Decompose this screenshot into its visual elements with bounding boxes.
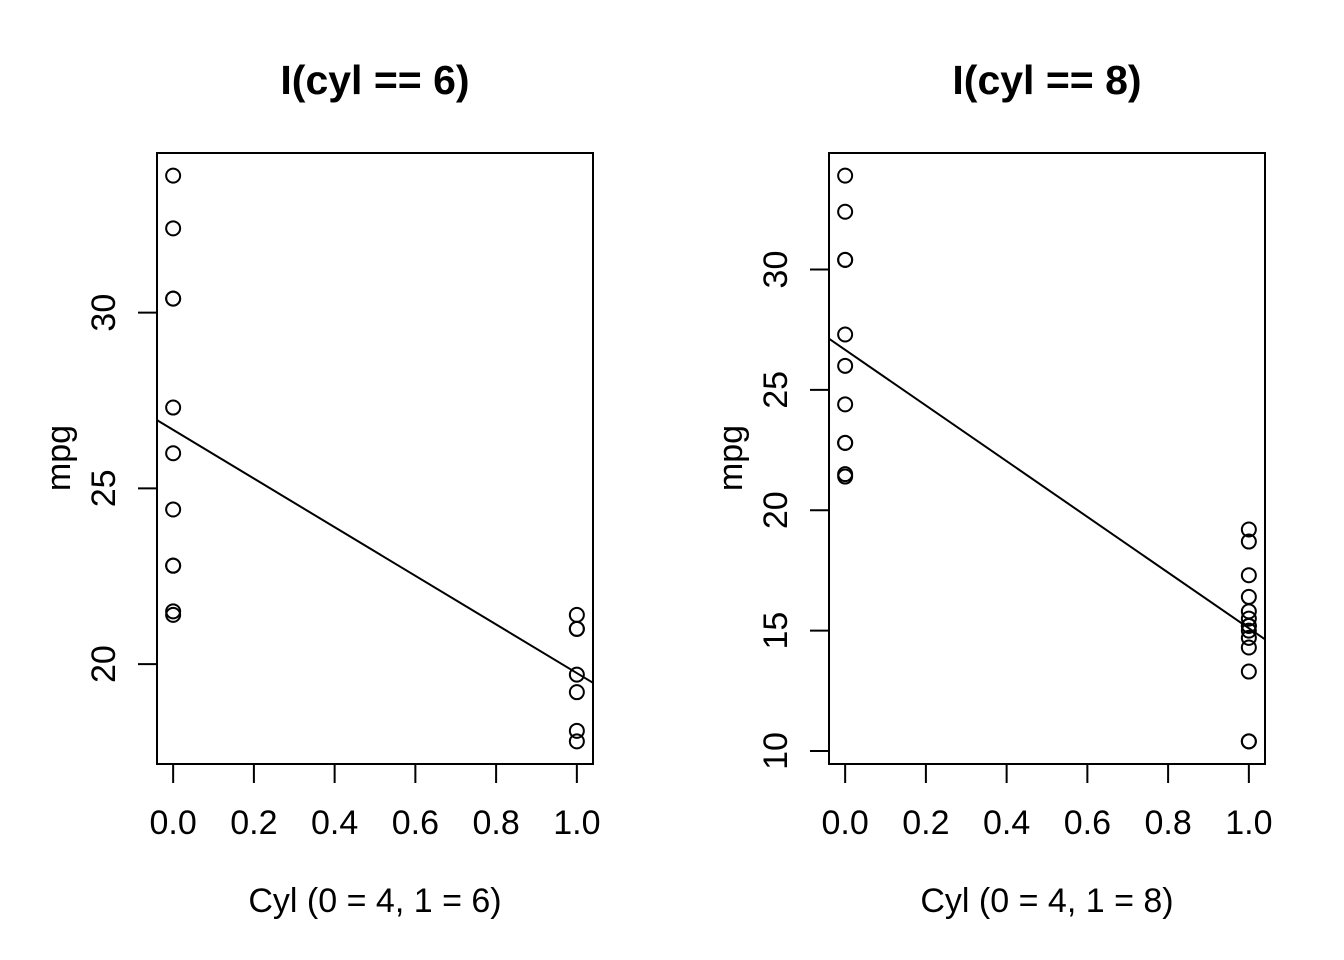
data-point (837, 357, 854, 374)
data-point (1240, 567, 1257, 584)
regression-line (156, 419, 594, 684)
x-axis-tick-label: 1.0 (1225, 804, 1272, 842)
data-point (1240, 533, 1257, 550)
data-point (568, 722, 585, 739)
x-axis-tick-label: 0.2 (230, 804, 277, 842)
panel-title: I(cyl == 6) (280, 57, 470, 103)
x-axis-label: Cyl (0 = 4, 1 = 8) (920, 882, 1174, 920)
y-axis-tick-label: 30 (757, 251, 795, 289)
x-axis-tick-label: 1.0 (553, 804, 600, 842)
data-point (1240, 521, 1257, 538)
x-axis-tick-label: 0.6 (392, 804, 439, 842)
scatter-plot-svg-cyl6: 0.0 0.2 0.4 0.6 0.8 1.0 20 25 30 (85, 152, 600, 842)
data-point (568, 666, 585, 683)
data-point (165, 167, 182, 184)
y-axis-tick-label: 10 (757, 732, 795, 770)
data-point (1240, 639, 1257, 656)
data-point (837, 203, 854, 220)
y-axis-tick-label: 25 (85, 469, 123, 507)
data-point (837, 326, 854, 343)
data-point (568, 606, 585, 623)
y-axis-label: mpg (712, 424, 750, 492)
data-point (837, 167, 854, 184)
data-point (1240, 610, 1257, 627)
data-point (568, 620, 585, 637)
y-axis-tick-label: 20 (85, 645, 123, 683)
y-axis-tick-label: 25 (757, 371, 795, 409)
x-axis-tick-label: 0.2 (902, 804, 949, 842)
x-axis-tick-label: 0.6 (1064, 804, 1111, 842)
data-point (1240, 603, 1257, 620)
panel-cyl6: 0.0 0.2 0.4 0.6 0.8 1.0 20 25 30 I(cyl == 6) Cyl… (40, 57, 600, 920)
data-point (568, 684, 585, 701)
x-axis-tick-label: 0.0 (822, 804, 869, 842)
data-point (165, 501, 182, 518)
x-axis-tick-label: 0.4 (311, 804, 358, 842)
plot-box (828, 152, 1266, 765)
data-point (165, 399, 182, 416)
x-axis-tick-label: 0.8 (472, 804, 519, 842)
data-point (1240, 733, 1257, 750)
data-point (568, 733, 585, 750)
plot-box (156, 152, 594, 765)
data-point (1240, 622, 1257, 639)
x-axis-label: Cyl (0 = 4, 1 = 6) (248, 882, 502, 920)
x-axis-tick-label: 0.8 (1144, 804, 1191, 842)
y-axis-tick-label: 15 (757, 612, 795, 650)
data-point (1240, 629, 1257, 646)
regression-line (828, 337, 1266, 641)
data-point (837, 468, 854, 485)
data-point (165, 220, 182, 237)
panel-title: I(cyl == 8) (952, 57, 1142, 103)
panel-cyl8: 0.0 0.2 0.4 0.6 0.8 1.0 10 15 20 25 30 I(cyl == 8)… (672, 0, 1344, 960)
data-point (837, 251, 854, 268)
y-axis-tick-label: 20 (757, 491, 795, 529)
scatter-plot-svg-cyl8: 0.0 0.2 0.4 0.6 0.8 1.0 10 15 20 25 30 (757, 152, 1272, 842)
data-point (165, 445, 182, 462)
data-point (837, 434, 854, 451)
x-axis-tick-label: 0.4 (983, 804, 1030, 842)
y-axis-label: mpg (40, 424, 78, 492)
data-point (165, 557, 182, 574)
x-axis-tick-label: 0.0 (150, 804, 197, 842)
data-point (165, 290, 182, 307)
data-point (1240, 588, 1257, 605)
data-point (1240, 663, 1257, 680)
y-axis-tick-label: 30 (85, 294, 123, 332)
data-point (165, 606, 182, 623)
data-point (837, 396, 854, 413)
